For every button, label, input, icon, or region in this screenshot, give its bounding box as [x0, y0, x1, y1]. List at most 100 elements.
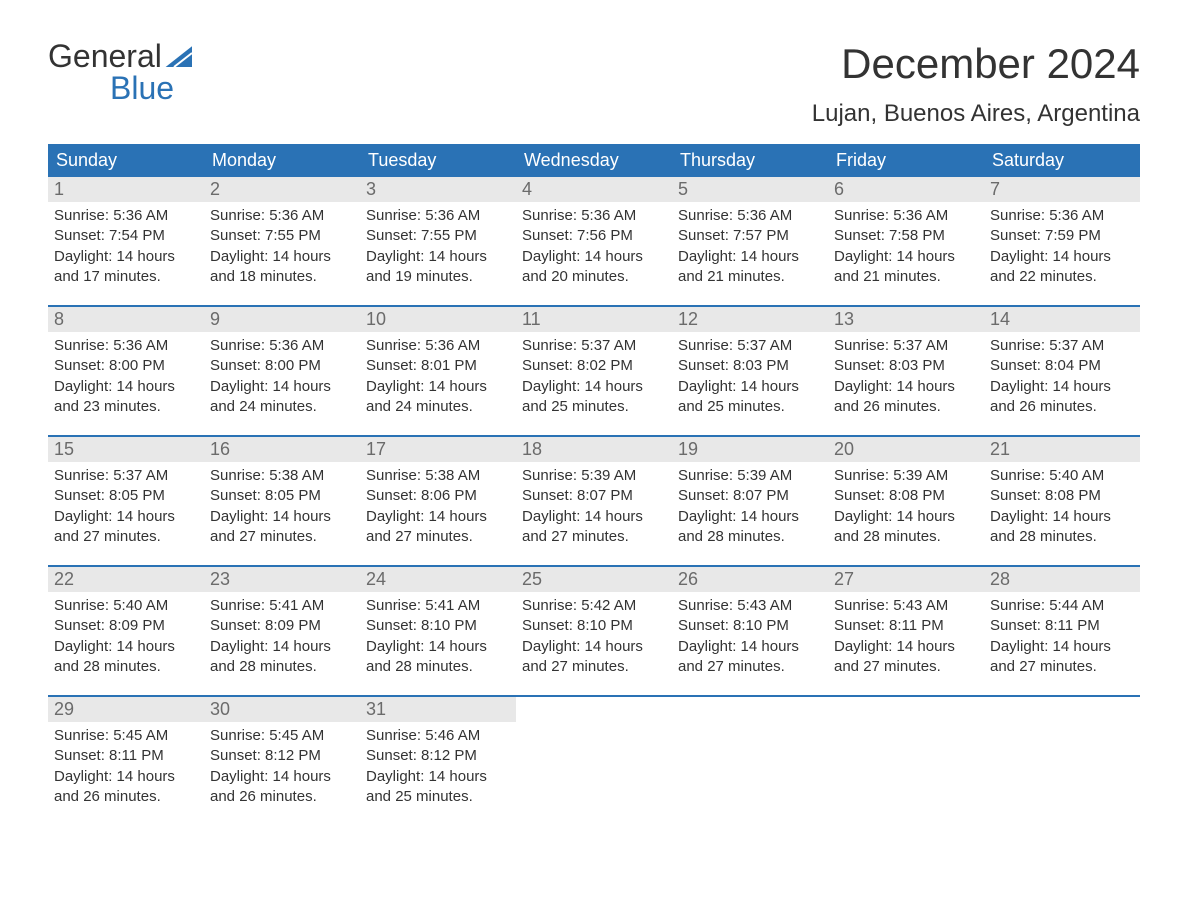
daylight-line2: and 28 minutes.: [54, 657, 198, 677]
sunset-text: Sunset: 8:09 PM: [210, 616, 354, 636]
daylight-line1: Daylight: 14 hours: [990, 507, 1134, 527]
daylight-line1: Daylight: 14 hours: [54, 637, 198, 657]
day-number: 20: [834, 439, 854, 459]
calendar-cell: 9Sunrise: 5:36 AMSunset: 8:00 PMDaylight…: [204, 307, 360, 425]
calendar-cell: 31 Sunrise: 5:46 AMSunset: 8:12 PMDayligh…: [360, 697, 516, 815]
daylight-line2: and 27 minutes.: [522, 527, 666, 547]
day-data: Sunrise: 5:36 AMSunset: 8:00 PMDaylight:…: [204, 332, 360, 417]
day-data: Sunrise: 5:36 AMSunset: 8:00 PMDaylight:…: [48, 332, 204, 417]
sunset-text: Sunset: 8:08 PM: [834, 486, 978, 506]
daylight-line1: Daylight: 14 hours: [990, 247, 1134, 267]
daylight-line2: and 25 minutes.: [366, 787, 510, 807]
calendar-cell: [828, 697, 984, 815]
daylight-line1: Daylight: 14 hours: [522, 247, 666, 267]
daylight-line1: Daylight: 14 hours: [522, 377, 666, 397]
day-number-bar: 1: [48, 177, 204, 202]
sunset-text: Sunset: 8:02 PM: [522, 356, 666, 376]
daylight-line2: and 21 minutes.: [834, 267, 978, 287]
day-number: 10: [366, 309, 386, 329]
day-number-bar: 15: [48, 437, 204, 462]
daylight-line2: and 26 minutes.: [54, 787, 198, 807]
day-data: Sunrise: 5:37 AMSunset: 8:05 PMDaylight:…: [48, 462, 204, 547]
calendar-cell: [984, 697, 1140, 815]
sunset-text: Sunset: 8:07 PM: [678, 486, 822, 506]
day-number: 31: [366, 699, 386, 719]
calendar-cell: 30Sunrise: 5:45 AMSunset: 8:12 PMDayligh…: [204, 697, 360, 815]
day-number-bar: 11: [516, 307, 672, 332]
day-data: Sunrise: 5:40 AMSunset: 8:08 PMDaylight:…: [984, 462, 1140, 547]
daylight-line1: Daylight: 14 hours: [678, 507, 822, 527]
sunrise-text: Sunrise: 5:39 AM: [522, 466, 666, 486]
logo-flag-icon: [164, 40, 192, 72]
sunset-text: Sunset: 8:03 PM: [834, 356, 978, 376]
daylight-line2: and 28 minutes.: [990, 527, 1134, 547]
day-number-bar: 13: [828, 307, 984, 332]
day-number: 24: [366, 569, 386, 589]
day-data: Sunrise: 5:37 AMSunset: 8:03 PMDaylight:…: [828, 332, 984, 417]
calendar-cell: 20Sunrise: 5:39 AMSunset: 8:08 PMDayligh…: [828, 437, 984, 555]
day-number-bar: 16: [204, 437, 360, 462]
dow-tuesday: Tuesday: [360, 144, 516, 177]
calendar-cell: 8Sunrise: 5:36 AMSunset: 8:00 PMDaylight…: [48, 307, 204, 425]
day-number-bar: 19: [672, 437, 828, 462]
daylight-line2: and 27 minutes.: [990, 657, 1134, 677]
day-number: 23: [210, 569, 230, 589]
day-data: Sunrise: 5:40 AMSunset: 8:09 PMDaylight:…: [48, 592, 204, 677]
daylight-line1: Daylight: 14 hours: [54, 247, 198, 267]
sunrise-text: Sunrise: 5:37 AM: [834, 336, 978, 356]
day-data: Sunrise: 5:45 AMSunset: 8:12 PMDaylight:…: [204, 722, 360, 807]
dow-monday: Monday: [204, 144, 360, 177]
daylight-line2: and 26 minutes.: [990, 397, 1134, 417]
sunset-text: Sunset: 7:56 PM: [522, 226, 666, 246]
daylight-line2: and 25 minutes.: [522, 397, 666, 417]
sunrise-text: Sunrise: 5:43 AM: [678, 596, 822, 616]
daylight-line1: Daylight: 14 hours: [210, 377, 354, 397]
sunset-text: Sunset: 8:00 PM: [210, 356, 354, 376]
daylight-line1: Daylight: 14 hours: [834, 637, 978, 657]
day-data: Sunrise: 5:36 AMSunset: 7:54 PMDaylight:…: [48, 202, 204, 287]
sunset-text: Sunset: 8:06 PM: [366, 486, 510, 506]
day-number-bar: 24: [360, 567, 516, 592]
day-data: Sunrise: 5:36 AMSunset: 7:59 PMDaylight:…: [984, 202, 1140, 287]
day-data: Sunrise: 5:45 AMSunset: 8:11 PMDaylight:…: [48, 722, 204, 807]
day-data: Sunrise: 5:37 AMSunset: 8:02 PMDaylight:…: [516, 332, 672, 417]
day-data: Sunrise: 5:36 AMSunset: 7:55 PMDaylight:…: [204, 202, 360, 287]
day-number-bar: 21: [984, 437, 1140, 462]
sunset-text: Sunset: 8:08 PM: [990, 486, 1134, 506]
sunset-text: Sunset: 8:11 PM: [54, 746, 198, 766]
day-number: 7: [990, 179, 1000, 199]
day-number: 17: [366, 439, 386, 459]
week-row: 29Sunrise: 5:45 AMSunset: 8:11 PMDayligh…: [48, 695, 1140, 815]
sunset-text: Sunset: 8:01 PM: [366, 356, 510, 376]
day-number: 16: [210, 439, 230, 459]
calendar-cell: 22 Sunrise: 5:40 AMSunset: 8:09 PMDayligh…: [48, 567, 204, 685]
logo: General Blue: [48, 40, 192, 104]
day-number-bar: 28: [984, 567, 1140, 592]
day-number-bar: 29: [48, 697, 204, 722]
day-number-bar: 7: [984, 177, 1140, 202]
daylight-line2: and 24 minutes.: [366, 397, 510, 417]
calendar-cell: 17Sunrise: 5:38 AMSunset: 8:06 PMDayligh…: [360, 437, 516, 555]
calendar-cell: 5Sunrise: 5:36 AMSunset: 7:57 PMDaylight…: [672, 177, 828, 295]
daylight-line1: Daylight: 14 hours: [54, 767, 198, 787]
day-number-bar: 4: [516, 177, 672, 202]
calendar-cell: 7 Sunrise: 5:36 AMSunset: 7:59 PMDaylight…: [984, 177, 1140, 295]
daylight-line2: and 27 minutes.: [366, 527, 510, 547]
daylight-line1: Daylight: 14 hours: [678, 377, 822, 397]
day-number-bar: 22: [48, 567, 204, 592]
daylight-line1: Daylight: 14 hours: [210, 637, 354, 657]
sunrise-text: Sunrise: 5:39 AM: [678, 466, 822, 486]
logo-text-blue: Blue: [48, 72, 192, 104]
day-data: Sunrise: 5:36 AMSunset: 7:58 PMDaylight:…: [828, 202, 984, 287]
day-data: Sunrise: 5:39 AMSunset: 8:07 PMDaylight:…: [516, 462, 672, 547]
sunrise-text: Sunrise: 5:37 AM: [54, 466, 198, 486]
sunset-text: Sunset: 8:11 PM: [834, 616, 978, 636]
day-number: 22: [54, 569, 74, 589]
header: General Blue December 2024 Lujan, Buenos…: [48, 40, 1140, 128]
day-data: Sunrise: 5:46 AMSunset: 8:12 PMDaylight:…: [360, 722, 516, 807]
daylight-line1: Daylight: 14 hours: [678, 247, 822, 267]
day-number: 5: [678, 179, 688, 199]
daylight-line1: Daylight: 14 hours: [366, 377, 510, 397]
daylight-line2: and 27 minutes.: [54, 527, 198, 547]
day-data: Sunrise: 5:36 AMSunset: 7:56 PMDaylight:…: [516, 202, 672, 287]
